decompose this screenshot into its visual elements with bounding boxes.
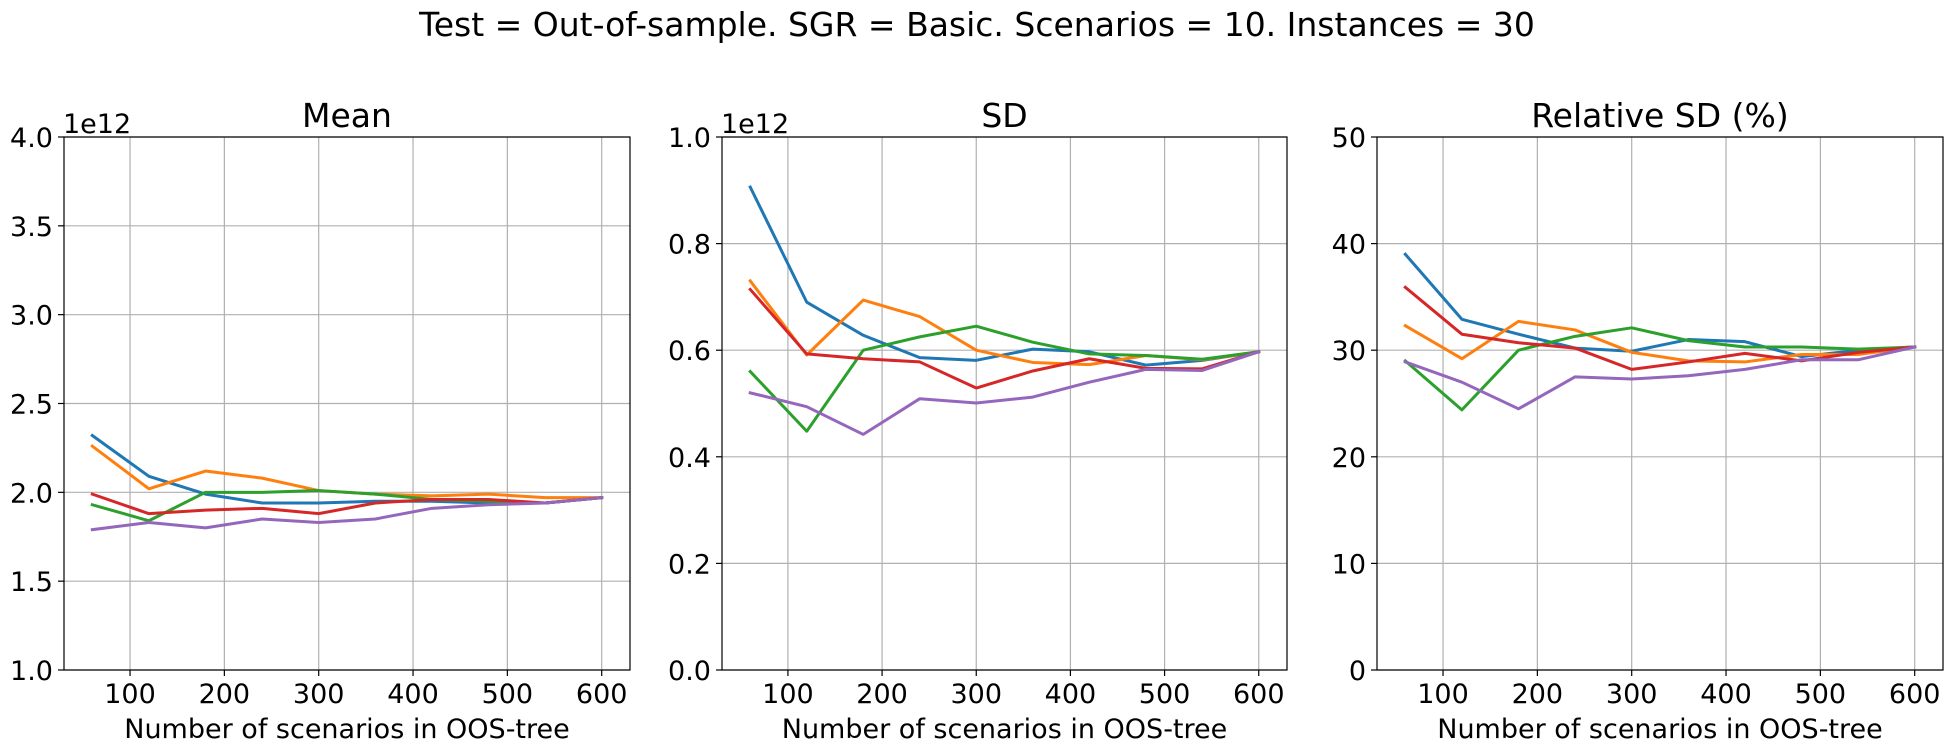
x-tick-label-2: 200 (199, 679, 251, 710)
series-line-4 (1403, 285, 1917, 371)
y-tick-label-6: 3.5 (10, 212, 53, 243)
series-line-1 (748, 185, 1261, 367)
x-tick-label-4: 400 (1700, 679, 1752, 710)
x-axis-label: Number of scenarios in OOS-tree (1437, 714, 1883, 745)
x-tick-label-5: 500 (1795, 679, 1847, 710)
y-tick-label-1: 0 (1349, 656, 1366, 687)
x-tick-label-6: 600 (1233, 679, 1285, 710)
x-tick-label-3: 300 (1606, 679, 1658, 710)
y-tick-label-7: 4.0 (10, 123, 53, 154)
y-tick-label-3: 0.4 (668, 443, 711, 474)
y-tick-label-2: 1.5 (10, 567, 53, 598)
y-tick-label-5: 0.8 (668, 230, 711, 261)
x-tick-label-4: 400 (1045, 679, 1097, 710)
series-line-5 (1403, 345, 1917, 411)
x-axis-label: Number of scenarios in OOS-tree (782, 714, 1228, 745)
figure-suptitle: Test = Out-of-sample. SGR = Basic. Scena… (418, 5, 1535, 44)
series-line-2 (748, 278, 1261, 367)
x-tick-label-1: 100 (1417, 679, 1469, 710)
plot-frame (721, 136, 1288, 671)
y-tick-label-5: 3.0 (10, 301, 53, 332)
series-line-3 (748, 324, 1261, 433)
plot-frame (1376, 136, 1944, 671)
x-tick-label-4: 400 (387, 679, 439, 710)
y-offset-label: 1e12 (721, 109, 789, 140)
series-line-2 (90, 444, 604, 500)
series-line-3 (1403, 326, 1917, 412)
y-tick-label-4: 0.6 (668, 336, 711, 367)
series-line-2 (1403, 319, 1917, 364)
x-tick-label-3: 300 (950, 679, 1002, 710)
y-tick-label-2: 0.2 (668, 549, 711, 580)
y-tick-label-4: 2.5 (10, 390, 53, 421)
chart-panel-3: 100 200 300 400 500 600 0 10 20 30 40 50 Relative SD… (1332, 96, 1944, 745)
x-tick-label-1: 100 (104, 679, 156, 710)
y-tick-label-6: 1.0 (668, 123, 711, 154)
x-tick-label-1: 100 (762, 679, 814, 710)
x-tick-label-3: 300 (293, 679, 345, 710)
x-tick-label-6: 600 (576, 679, 628, 710)
x-axis-label: Number of scenarios in OOS-tree (124, 714, 570, 745)
series-line-5 (90, 496, 604, 532)
x-tick-label-5: 500 (1139, 679, 1191, 710)
y-tick-label-3: 20 (1332, 443, 1366, 474)
y-tick-label-3: 2.0 (10, 478, 53, 509)
y-tick-label-1: 1.0 (10, 656, 53, 687)
x-tick-label-6: 600 (1889, 679, 1941, 710)
series-line-5 (748, 349, 1261, 436)
series-line-1 (1403, 252, 1917, 359)
x-tick-label-2: 200 (1512, 679, 1564, 710)
x-tick-label-5: 500 (482, 679, 534, 710)
y-tick-label-2: 10 (1332, 549, 1366, 580)
chart-panels: 100 200 300 400 500 6001.01.52.02.53.03.54.0M… (10, 96, 1944, 745)
y-tick-label-4: 30 (1332, 336, 1366, 367)
chart-panel-1: 100 200 300 400 500 600 1.0 1.5 2.0 2.5 3.0 3.5 4.0 M… (10, 96, 631, 745)
y-offset-label: 1e12 (63, 109, 131, 140)
chart-panel-2: 100 200 300 400 500 600 0.0 0.2 0.4 0.6 0.8 1.0 SD Nu… (668, 96, 1288, 745)
series-line-4 (90, 492, 604, 516)
y-tick-label-5: 40 (1332, 230, 1366, 261)
panel-title: Relative SD (%) (1531, 96, 1789, 135)
panel-title: SD (981, 96, 1027, 135)
y-tick-label-1: 0.0 (668, 656, 711, 687)
panel-title: Mean (302, 96, 392, 135)
x-tick-label-2: 200 (856, 679, 908, 710)
y-tick-label-6: 50 (1332, 123, 1366, 154)
series-line-4 (748, 287, 1261, 390)
